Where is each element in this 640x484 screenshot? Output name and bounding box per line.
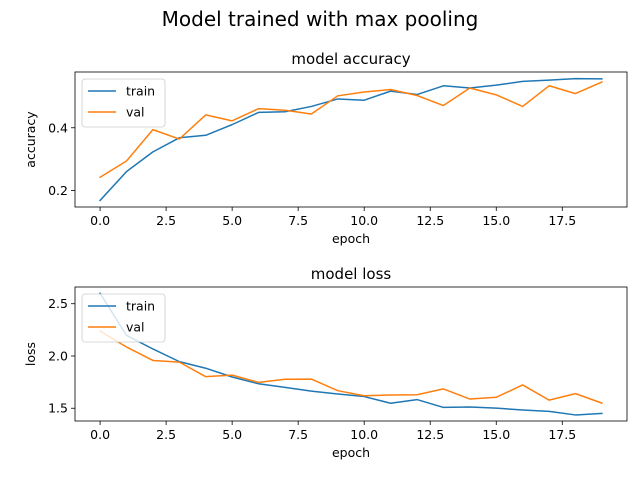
loss-x-tick-label: 2.5 [156, 427, 176, 442]
loss-x-tick-label: 15.0 [482, 427, 510, 442]
loss-x-tick-label: 12.5 [416, 427, 444, 442]
loss-y-axis-label: loss [23, 342, 38, 366]
loss-series-val-line [99, 330, 603, 405]
loss-series-train-line [99, 292, 603, 416]
loss-x-tick-label: 5.0 [222, 427, 242, 442]
loss-chart-title: model loss [311, 265, 392, 283]
accuracy-x-tick-label: 17.5 [548, 213, 576, 228]
accuracy-x-tick-label: 2.5 [156, 213, 176, 228]
loss-x-tick-label: 17.5 [548, 427, 576, 442]
accuracy-series-train-line [99, 77, 603, 202]
figure-suptitle: Model trained with max pooling [162, 7, 479, 31]
accuracy-legend-label-train: train [126, 84, 155, 99]
loss-axes-frame [74, 286, 628, 422]
accuracy-x-tick-label: 5.0 [222, 213, 242, 228]
accuracy-x-tick-label: 10.0 [350, 213, 378, 228]
loss-x-tick-label: 0.0 [90, 427, 110, 442]
loss-x-tick-label: 7.5 [288, 427, 308, 442]
accuracy-subplot: model accuracy 0.0 2.5 5.0 7.5 10.0 12.5 15.0 17… [23, 50, 628, 246]
accuracy-y-axis-label: accuracy [23, 111, 38, 168]
accuracy-x-tick-label: 15.0 [482, 213, 510, 228]
loss-x-tick-label: 10.0 [350, 427, 378, 442]
accuracy-x-axis-label: epoch [332, 231, 370, 246]
loss-y-tick-label: 2.5 [48, 296, 68, 311]
accuracy-chart-title: model accuracy [291, 50, 410, 68]
accuracy-axes-frame [74, 71, 628, 208]
loss-x-axis-label: epoch [332, 445, 370, 460]
accuracy-legend-label-val: val [126, 105, 145, 120]
loss-legend-label-train: train [126, 299, 155, 314]
accuracy-y-tick-label: 0.2 [48, 183, 68, 198]
accuracy-series-val-line [99, 81, 603, 179]
loss-y-tick-label: 1.5 [48, 401, 68, 416]
loss-y-tick-label: 2.0 [48, 348, 68, 363]
accuracy-x-tick-label: 7.5 [288, 213, 308, 228]
loss-subplot: model loss 0.0 2.5 5.0 7.5 10.0 12.5 15.0 17.5 1.… [23, 265, 628, 460]
accuracy-x-tick-label: 0.0 [90, 213, 110, 228]
accuracy-y-tick-label: 0.4 [48, 120, 68, 135]
loss-legend-label-val: val [126, 320, 145, 335]
accuracy-x-tick-label: 12.5 [416, 213, 444, 228]
